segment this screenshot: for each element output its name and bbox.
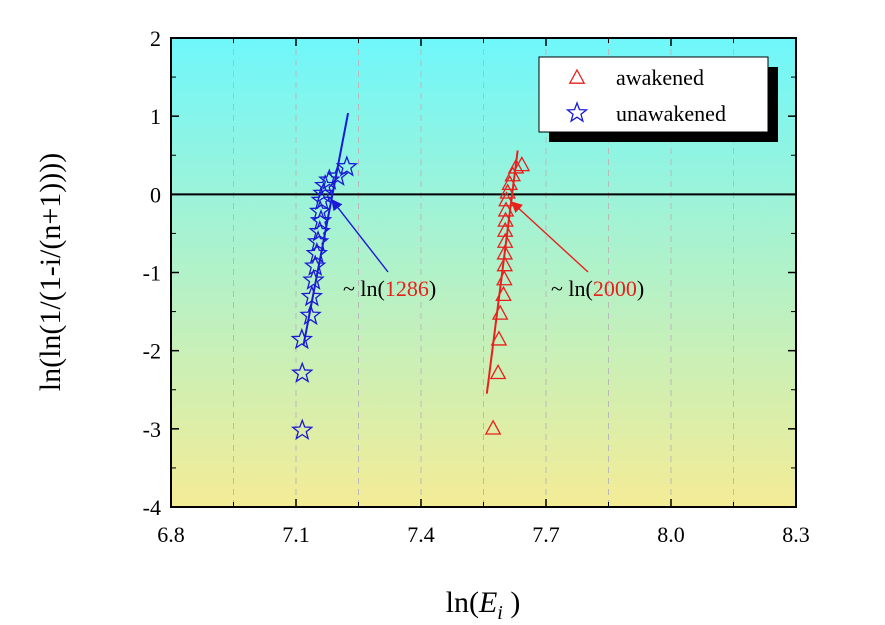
data-point-awakened [504, 166, 521, 182]
y-tick-label: -3 [143, 417, 161, 442]
legend-label-awakened: awakened [616, 65, 704, 90]
data-point-unawakened [290, 327, 314, 350]
data-point-unawakened [302, 268, 325, 290]
fit-line-awakened [485, 150, 519, 394]
data-point-unawakened [299, 303, 322, 326]
data-point-awakened [501, 174, 519, 191]
y-tick-label: -4 [143, 495, 161, 520]
legend-marker-unawakened [565, 101, 589, 123]
x-tick-label: 7.4 [407, 522, 435, 547]
data-point-unawakened [290, 361, 314, 383]
data-point-unawakened [335, 155, 359, 177]
data-point-awakened [489, 363, 507, 380]
x-tick-label: 7.1 [282, 522, 310, 547]
legend-label-unawakened: unawakened [616, 101, 726, 126]
data-point-unawakened [300, 284, 324, 307]
data-point-awakened [495, 285, 512, 302]
annotation-label: ~ ln(2000) [551, 276, 644, 301]
data-point-awakened [484, 419, 502, 435]
x-tick-label: 8.3 [782, 522, 810, 547]
annotation-label: ~ ln(1286) [343, 276, 436, 301]
data-point-awakened [497, 211, 514, 227]
data-point-awakened [507, 158, 525, 174]
data-point-awakened [496, 244, 514, 260]
y-tick-label: 1 [150, 104, 161, 129]
y-tick-label: 0 [150, 182, 161, 207]
data-point-awakened [496, 256, 514, 272]
data-point-awakened [499, 183, 516, 199]
x-tick-label: 6.8 [157, 522, 185, 547]
data-point-unawakened [310, 188, 334, 211]
legend-marker-awakened [568, 68, 586, 84]
data-points [290, 155, 531, 440]
annotations: ~ ln(1286) ~ ln(2000) [331, 198, 644, 301]
data-point-awakened [513, 156, 531, 172]
data-point-unawakened [318, 168, 341, 190]
data-point-awakened [498, 191, 515, 207]
annotation-arrow [331, 198, 389, 273]
y-axis-title: ln(ln(1/(1-i/(n+1)))) [34, 153, 67, 392]
x-axis-ticks: 6.8 7.1 7.4 7.7 8.0 8.3 [157, 38, 810, 547]
x-axis-title: ln(Ei ) [446, 586, 521, 624]
annotation-arrow [511, 201, 589, 273]
data-point-unawakened [309, 209, 333, 231]
data-point-awakened [491, 304, 509, 320]
x-tick-label: 8.0 [657, 522, 685, 547]
data-point-unawakened [303, 254, 327, 276]
x-tick-label: 7.7 [532, 522, 560, 547]
data-point-unawakened [290, 418, 314, 440]
y-axis-ticks: -4 -3 -2 -1 0 1 2 [143, 26, 796, 520]
data-point-awakened [496, 270, 513, 286]
legend: awakened unawakened [538, 56, 778, 142]
legend-marker-awakened [568, 68, 586, 84]
minor-ticks [171, 38, 796, 507]
data-point-awakened [497, 201, 515, 217]
data-point-awakened [496, 232, 514, 248]
data-point-awakened [496, 221, 514, 237]
legend-marker-unawakened [565, 101, 589, 123]
data-point-awakened [490, 330, 508, 346]
y-tick-label: 2 [150, 26, 161, 51]
y-tick-label: -2 [143, 339, 161, 364]
y-tick-label: -1 [143, 261, 161, 286]
